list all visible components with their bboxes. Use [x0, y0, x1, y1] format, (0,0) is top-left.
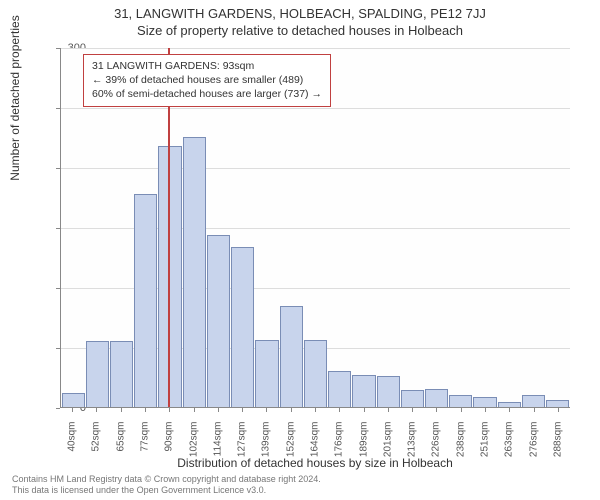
info-line-larger: 60% of semi-detached houses are larger (… [92, 87, 322, 101]
x-tick-mark [388, 408, 389, 412]
histogram-bar [449, 395, 472, 407]
histogram-bar [255, 340, 278, 407]
histogram-bar [304, 340, 327, 407]
page-title: 31, LANGWITH GARDENS, HOLBEACH, SPALDING… [0, 0, 600, 21]
x-tick-mark [242, 408, 243, 412]
histogram-bar [425, 389, 448, 407]
x-tick-mark [436, 408, 437, 412]
histogram-bar [522, 395, 545, 407]
histogram-bar [401, 390, 424, 407]
histogram-bar [62, 393, 85, 407]
histogram-bar [328, 371, 351, 407]
histogram-bar [207, 235, 230, 407]
histogram-bar [86, 341, 109, 407]
histogram-chart: 31 LANGWITH GARDENS: 93sqm ← 39% of deta… [60, 48, 570, 408]
histogram-bar [546, 400, 569, 407]
histogram-bar [183, 137, 206, 407]
x-axis-label: Distribution of detached houses by size … [60, 456, 570, 470]
histogram-bar [110, 341, 133, 407]
x-tick-mark [72, 408, 73, 412]
x-tick-mark [485, 408, 486, 412]
info-box: 31 LANGWITH GARDENS: 93sqm ← 39% of deta… [83, 54, 331, 107]
x-tick-mark [145, 408, 146, 412]
histogram-bar [352, 375, 375, 407]
x-tick-mark [218, 408, 219, 412]
footer-line-1: Contains HM Land Registry data © Crown c… [12, 474, 321, 485]
x-tick-mark [534, 408, 535, 412]
x-tick-mark [291, 408, 292, 412]
page-subtitle: Size of property relative to detached ho… [0, 21, 600, 38]
footer-line-2: This data is licensed under the Open Gov… [12, 485, 321, 496]
x-tick-mark [315, 408, 316, 412]
histogram-bar [280, 306, 303, 407]
histogram-bar [158, 146, 181, 407]
x-tick-mark [121, 408, 122, 412]
footer-attribution: Contains HM Land Registry data © Crown c… [12, 474, 321, 496]
histogram-bar [377, 376, 400, 407]
x-tick-mark [266, 408, 267, 412]
x-tick-mark [412, 408, 413, 412]
x-tick-mark [96, 408, 97, 412]
x-tick-mark [509, 408, 510, 412]
histogram-bar [231, 247, 254, 407]
x-tick-mark [169, 408, 170, 412]
y-tick-mark [56, 408, 60, 409]
x-tick-mark [194, 408, 195, 412]
info-line-smaller: ← 39% of detached houses are smaller (48… [92, 73, 322, 87]
x-tick-mark [364, 408, 365, 412]
info-line-size: 31 LANGWITH GARDENS: 93sqm [92, 59, 322, 73]
histogram-bar [134, 194, 157, 407]
histogram-bar [473, 397, 496, 407]
y-axis-label: Number of detached properties [8, 0, 22, 228]
histogram-bar [498, 402, 521, 407]
x-tick-mark [339, 408, 340, 412]
x-tick-mark [461, 408, 462, 412]
x-tick-mark [558, 408, 559, 412]
